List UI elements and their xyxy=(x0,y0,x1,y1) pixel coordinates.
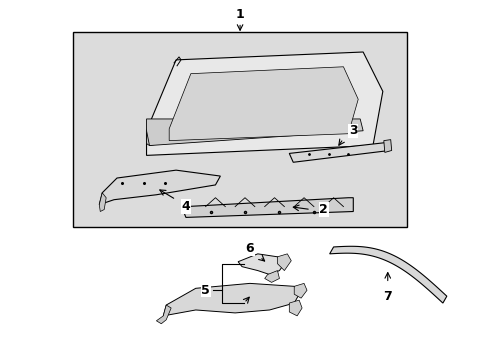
Polygon shape xyxy=(146,131,176,145)
Polygon shape xyxy=(156,305,171,324)
Polygon shape xyxy=(183,198,352,217)
Polygon shape xyxy=(146,119,363,145)
Bar xyxy=(73,32,407,227)
Polygon shape xyxy=(329,246,446,303)
Text: 4: 4 xyxy=(181,200,190,213)
Text: 6: 6 xyxy=(245,242,254,255)
Text: 2: 2 xyxy=(319,203,327,216)
Polygon shape xyxy=(264,271,279,282)
Polygon shape xyxy=(277,254,291,271)
Polygon shape xyxy=(383,140,391,152)
Polygon shape xyxy=(238,254,284,275)
Text: 3: 3 xyxy=(348,124,357,137)
Polygon shape xyxy=(163,283,299,316)
Polygon shape xyxy=(99,193,106,212)
Polygon shape xyxy=(294,283,306,298)
Text: 7: 7 xyxy=(383,290,391,303)
Polygon shape xyxy=(146,52,382,156)
Polygon shape xyxy=(289,143,389,162)
Polygon shape xyxy=(289,300,302,316)
Polygon shape xyxy=(99,170,220,204)
Text: 5: 5 xyxy=(201,284,209,297)
Text: 1: 1 xyxy=(235,8,244,21)
Polygon shape xyxy=(169,67,358,141)
